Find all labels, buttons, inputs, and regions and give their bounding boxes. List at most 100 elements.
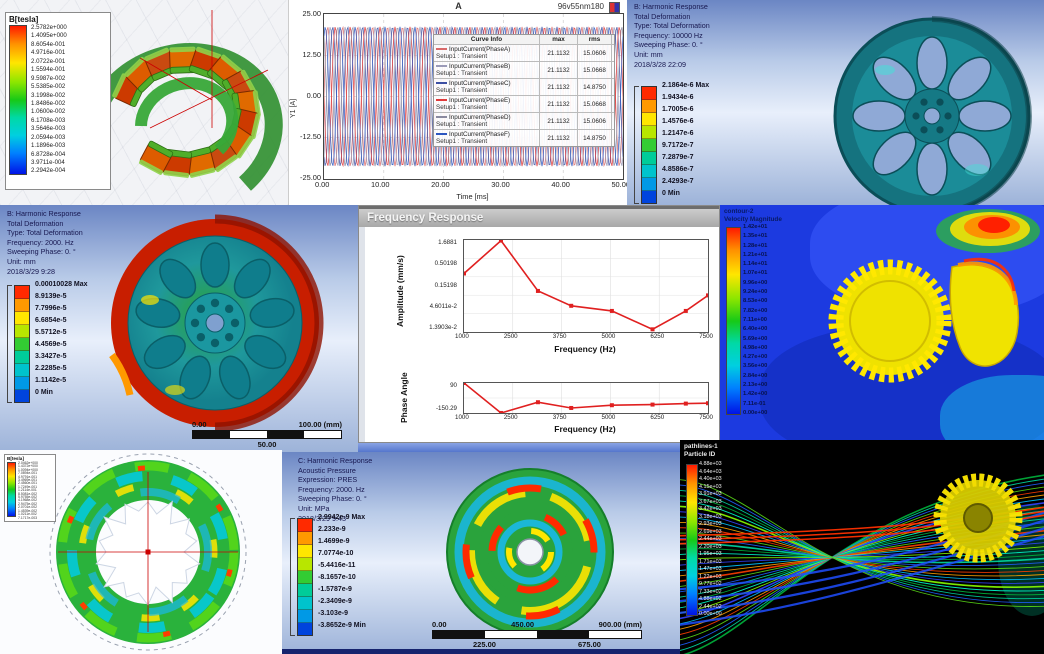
x-tick: 3750 bbox=[552, 333, 567, 340]
model-label: 96v55nm180 bbox=[557, 2, 604, 11]
legend-label: -3.103e-9 bbox=[318, 610, 348, 617]
legend-value: 1.4095e+000 bbox=[31, 32, 67, 40]
legend-bracket bbox=[7, 285, 12, 403]
phase-plot-frame bbox=[463, 382, 709, 414]
curve-row: InputCurrent(PhaseC) Setup1 : Transient … bbox=[434, 78, 614, 95]
particle-legend-values: 4.88e+03 4.64e+03 4.40e+03 4.15e+03 3.91e+03… bbox=[699, 461, 722, 617]
legend-band bbox=[642, 100, 656, 113]
x-tick: 0.00 bbox=[315, 180, 330, 189]
legend-value: 4.64e+03 bbox=[699, 468, 722, 475]
legend-value: 1.07e+01 bbox=[743, 270, 768, 277]
legend-value: 1.14e+01 bbox=[743, 261, 768, 268]
curve-max: 21.1132 bbox=[540, 96, 578, 112]
legend-value: 1.22e+03 bbox=[699, 573, 722, 580]
curve-row: InputCurrent(PhaseD) Setup1 : Transient … bbox=[434, 112, 614, 129]
legend-labels: 2.9942e-9 Max 2.233e-9 1.4699e-9 7.0774e-10… bbox=[318, 512, 366, 632]
legend-band bbox=[15, 390, 29, 402]
y-tick: -25.00 bbox=[300, 173, 321, 182]
panel-cfd-velocity: contour-2 Velocity Magnitude 1.42e+01 1.35… bbox=[720, 205, 1044, 443]
curve-rms: 14.8750 bbox=[578, 79, 612, 95]
x-tick: 3750 bbox=[552, 414, 567, 421]
result-header: C: Harmonic Response Acoustic Pressure Exp… bbox=[298, 456, 372, 523]
legend-value: 0.00e+00 bbox=[699, 611, 722, 617]
panel-flux-segment: B[tesla] 2.5782e+000 1.4095e+000 8.6054e-0… bbox=[0, 0, 288, 205]
legend-value: 2.93e+03 bbox=[699, 521, 722, 527]
legend-value: 2.2942e-004 bbox=[31, 167, 66, 175]
plot-corner-icon[interactable] bbox=[609, 2, 620, 13]
legend-label: 0.00010028 Max bbox=[35, 281, 88, 288]
legend-value: 4.15e+03 bbox=[699, 483, 722, 490]
legend-value: 3.42e+03 bbox=[699, 506, 722, 512]
header-line: Frequency: 10000 Hz bbox=[634, 30, 703, 40]
legend-band bbox=[642, 152, 656, 165]
scale-ruler: 0.00 450.00 900.00 (mm) 225.00 675.00 bbox=[432, 620, 642, 649]
legend-value: 4.27e+00 bbox=[743, 354, 768, 361]
legend-value: 6.40e+00 bbox=[743, 326, 768, 333]
curve-name: InputCurrent(PhaseF) bbox=[449, 131, 510, 138]
legend-band bbox=[15, 299, 29, 312]
curve-max: 21.1132 bbox=[540, 62, 578, 78]
panel-flux-ring: B[tesla] 2.0462e+000 1.4372e+000 1.0094e+0… bbox=[0, 450, 282, 654]
curve-name: InputCurrent(PhaseE) bbox=[449, 97, 511, 104]
scale-top-labels: 0.00 450.00 900.00 (mm) bbox=[432, 620, 642, 629]
flux-colorbar bbox=[9, 25, 27, 175]
legend-band bbox=[642, 165, 656, 178]
legend-value: 1.28e+01 bbox=[743, 242, 768, 249]
header-line: B: Harmonic Response bbox=[634, 2, 708, 11]
window-titlebar[interactable]: Frequency Response bbox=[359, 209, 719, 227]
legend-value: 2.0462e+000 bbox=[18, 461, 38, 465]
legend-value: 6.1708e-003 bbox=[31, 116, 66, 124]
legend-label: -5.4416e-11 bbox=[318, 562, 356, 569]
y-tick: -12.50 bbox=[300, 132, 321, 141]
legend-band bbox=[642, 178, 656, 191]
curve-info-table: Curve Info max rms InputCurrent(PhaseA) … bbox=[433, 34, 615, 147]
curve-name: InputCurrent(PhaseC) bbox=[449, 80, 511, 87]
curve-swatch bbox=[436, 82, 447, 85]
legend-value: 2.4560e-001 bbox=[18, 481, 38, 486]
curve-rms: 15.0606 bbox=[578, 45, 612, 61]
scale-label: 900.00 (mm) bbox=[598, 620, 642, 629]
phase-curve bbox=[464, 383, 708, 413]
legend-value: 9.5987e-002 bbox=[31, 74, 66, 82]
legend-band bbox=[298, 545, 312, 558]
x-tick: 6250 bbox=[650, 333, 665, 340]
legend-band bbox=[642, 87, 656, 100]
velocity-legend-values: 1.42e+01 1.35e+01 1.28e+01 1.21e+01 1.14e+01… bbox=[743, 224, 767, 416]
legend-band bbox=[15, 338, 29, 351]
scale-ruler: 0.00 100.00 (mm) 50.00 bbox=[192, 420, 342, 449]
legend-label: -8.1657e-10 bbox=[318, 574, 356, 581]
legend-band bbox=[15, 364, 29, 377]
scale-bar bbox=[432, 630, 642, 639]
curve-rms: 15.0606 bbox=[578, 113, 612, 129]
legend-value: 1.7249e-001 bbox=[18, 484, 38, 489]
legend-value: 8.5081e-002 bbox=[18, 491, 38, 496]
x-tick: 5000 bbox=[601, 414, 616, 421]
curve-setup: Setup1 : Transient bbox=[436, 121, 488, 128]
legend-band bbox=[642, 139, 656, 152]
particle-legend: pathlines-1 Particle ID bbox=[684, 443, 718, 458]
legend-value: 1.4539e-002 bbox=[18, 508, 38, 513]
panel-current-plot: A 96v55nm180 Y1 [A] 25.00 12.50 0.00 -12.50… bbox=[288, 0, 628, 205]
header-line: Unit: MPa bbox=[298, 503, 330, 513]
curve-name: InputCurrent(PhaseB) bbox=[449, 63, 511, 70]
legend-value: 5.69e+00 bbox=[743, 335, 768, 342]
y-tick: 25.00 bbox=[302, 9, 322, 18]
gear-flow-graphic bbox=[828, 209, 1040, 383]
y-tick: 0.15198 bbox=[434, 281, 457, 289]
legend-value: 1.2114e-001 bbox=[18, 488, 37, 493]
x-tick: 40.00 bbox=[551, 180, 570, 189]
legend-value: 7.33e+02 bbox=[699, 588, 722, 595]
panel-acoustic-pressure: C: Harmonic Response Acoustic Pressure Exp… bbox=[282, 452, 680, 654]
col-rms: rms bbox=[578, 35, 612, 44]
curve-name: InputCurrent(PhaseA) bbox=[449, 46, 511, 53]
legend-value: 9.24e+00 bbox=[743, 289, 768, 296]
y-tick: 12.50 bbox=[302, 50, 322, 59]
header-line: 2018/3/29 9:28 bbox=[7, 266, 55, 276]
velocity-colorbar bbox=[726, 227, 741, 415]
curve-setup: Setup1 : Transient bbox=[436, 104, 488, 111]
legend-value: 1.0600e-002 bbox=[31, 108, 66, 116]
rotor-wheel-red-graphic bbox=[109, 214, 324, 432]
panel-streamlines: pathlines-1 Particle ID 4.88e+03 4.64e+03 4… bbox=[680, 440, 1044, 654]
curve-row: InputCurrent(PhaseF) Setup1 : Transient … bbox=[434, 129, 614, 146]
x-tick: 2500 bbox=[503, 414, 518, 421]
